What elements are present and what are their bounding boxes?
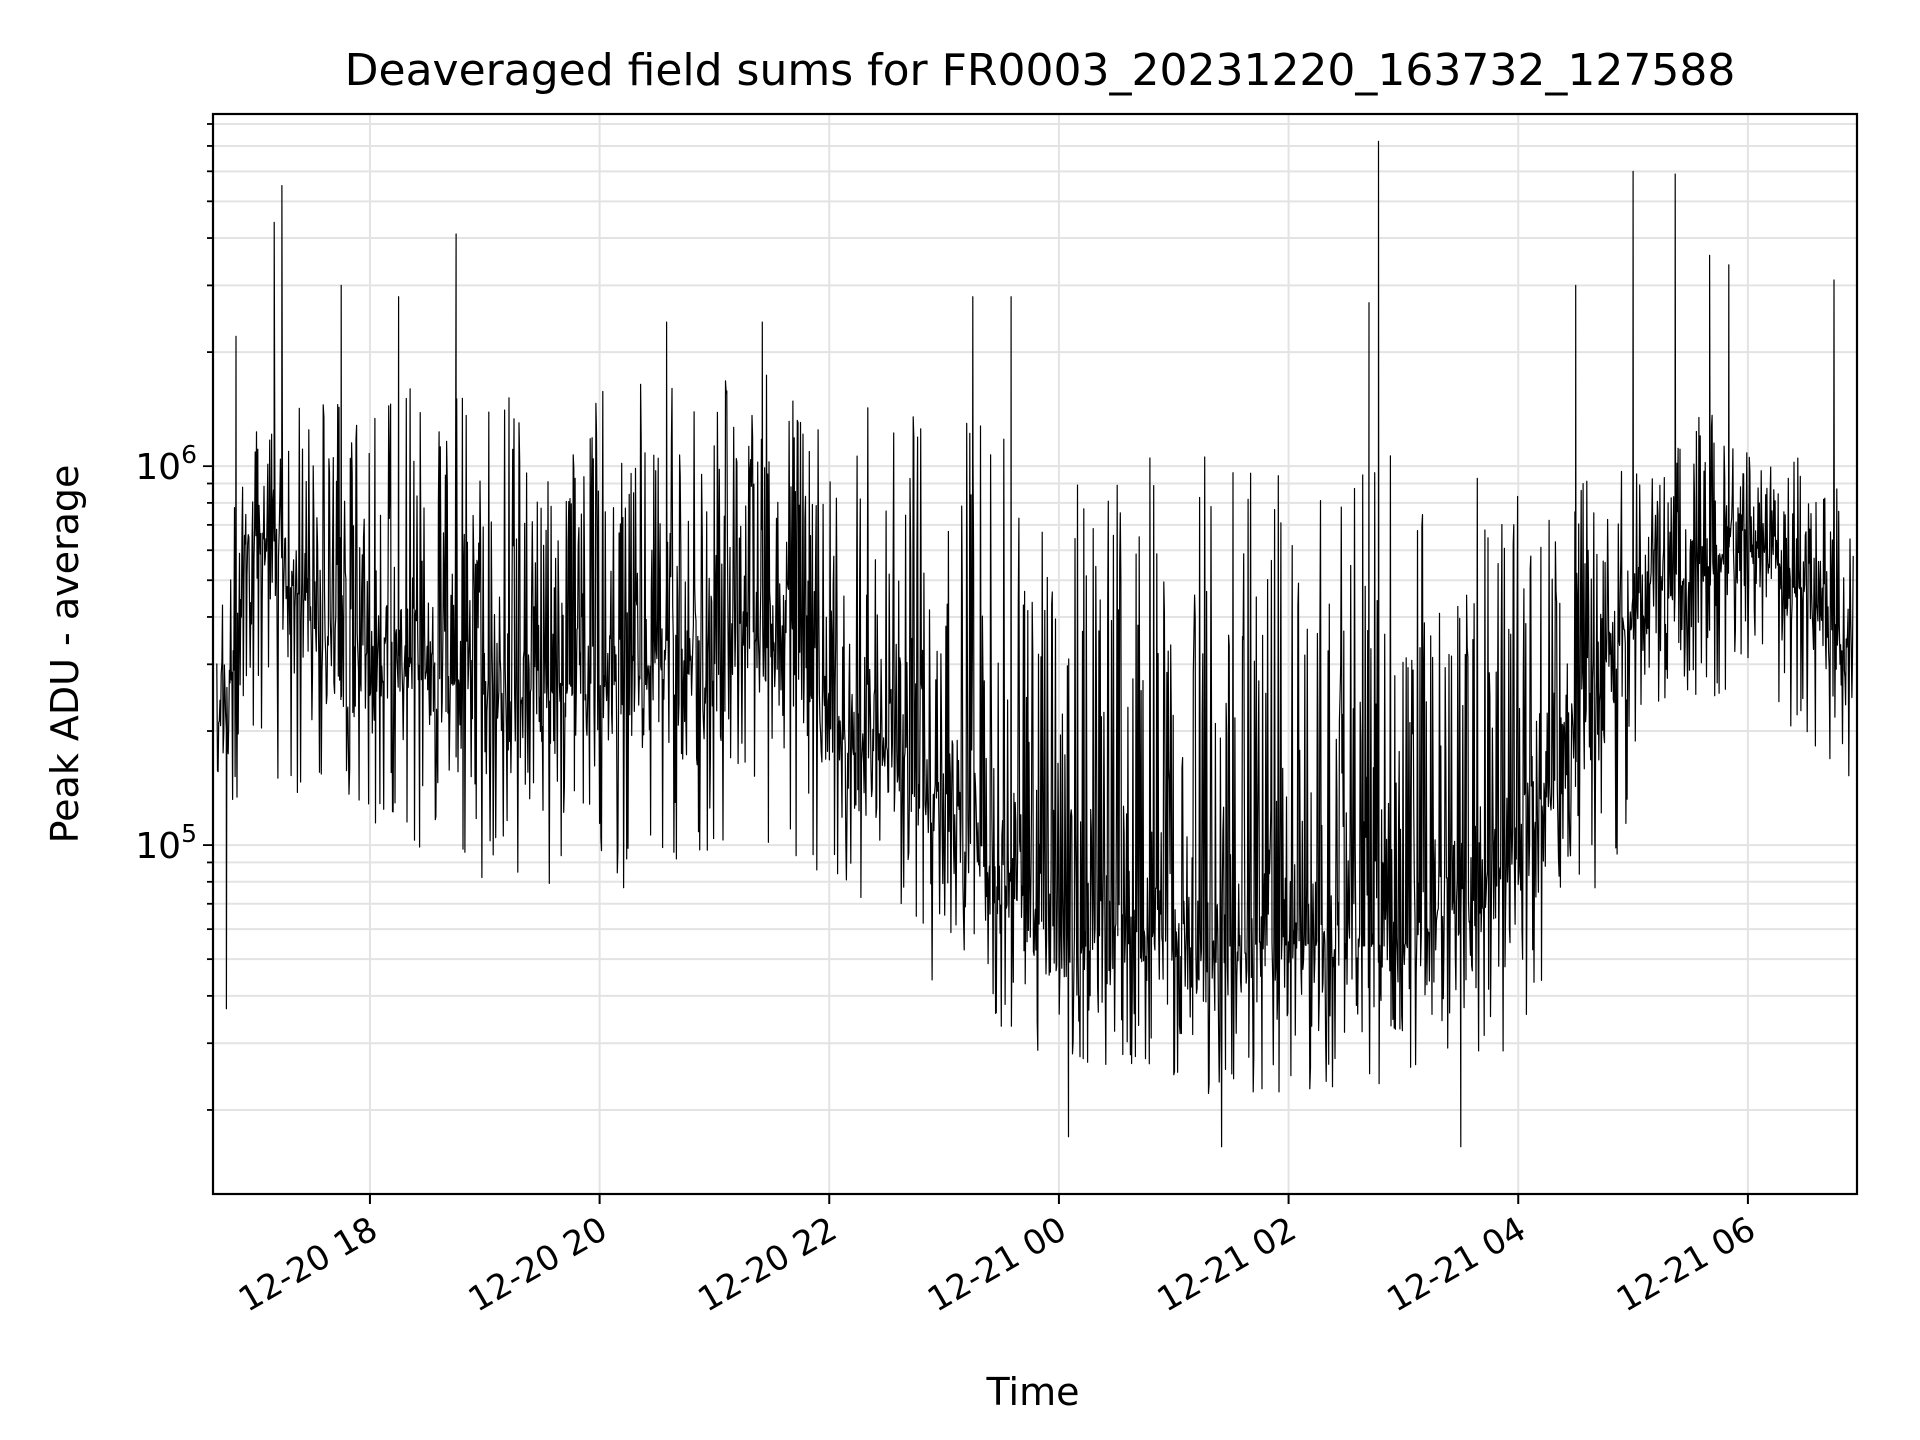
y-tick-label: 105 (135, 819, 197, 867)
y-axis-label: Peak ADU - average (43, 465, 87, 844)
x-axis-label: Time (986, 1370, 1080, 1414)
series-line (216, 140, 1854, 1148)
y-tick-label: 106 (135, 440, 197, 488)
plot-frame (211, 112, 1859, 1196)
data-series (216, 140, 1854, 1148)
chart-title: Deaveraged field sums for FR0003_2023122… (345, 45, 1736, 96)
y-axis: 105 106 (135, 123, 213, 1111)
